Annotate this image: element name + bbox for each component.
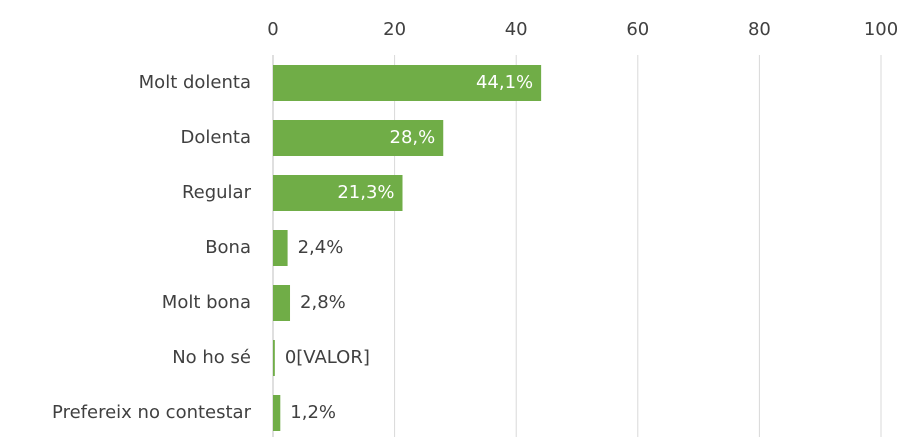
bar [273,120,444,156]
y-tick-label: Bona [205,237,251,258]
y-tick-label: Prefereix no contestar [52,402,252,423]
x-tick-label: 80 [748,19,771,40]
y-tick-label: Dolenta [181,127,251,148]
y-tick-label: Regular [182,182,252,203]
x-tick-label: 100 [864,19,898,40]
value-label: 1,2% [290,402,336,423]
x-tick-label: 20 [383,19,406,40]
y-tick-label: Molt dolenta [139,72,251,93]
bar [273,230,288,266]
value-label: 44,1% [476,72,533,93]
value-label: 21,3% [337,182,394,203]
bar [273,340,275,376]
x-tick-label: 60 [626,19,649,40]
bar [273,65,542,101]
value-label: 0[VALOR] [285,347,370,368]
value-label: 2,8% [300,292,346,313]
x-tick-label: 40 [505,19,528,40]
y-tick-label: No ho sé [172,347,251,368]
value-label: 2,4% [298,237,344,258]
x-tick-label: 0 [267,19,278,40]
y-tick-label: Molt bona [162,292,251,313]
bar [273,285,291,321]
bar [273,175,403,211]
bar [273,395,281,431]
value-label: 28,% [390,127,436,148]
